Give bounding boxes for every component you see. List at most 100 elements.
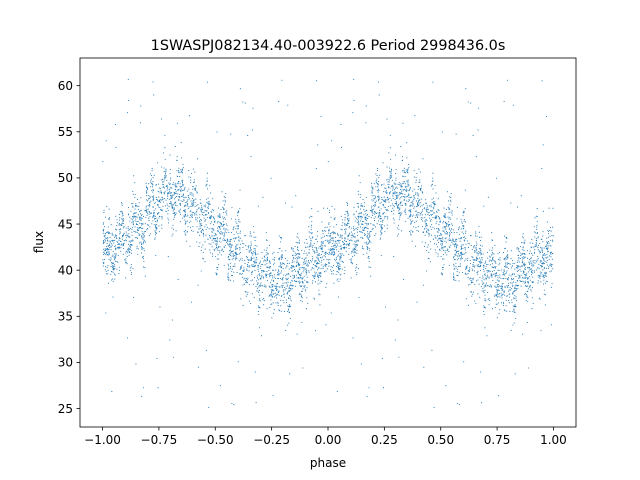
data-point (126, 112, 128, 114)
data-point (278, 274, 280, 276)
data-point (305, 270, 307, 273)
data-point (331, 232, 333, 234)
data-point (275, 288, 277, 290)
data-point (499, 262, 501, 264)
data-point (269, 276, 271, 278)
data-point (324, 245, 327, 247)
data-point (385, 208, 387, 210)
data-point (230, 245, 232, 247)
data-point (152, 216, 154, 218)
data-point (314, 251, 316, 254)
data-point (272, 286, 274, 288)
data-point (132, 296, 135, 298)
data-point (409, 187, 412, 189)
data-point (413, 188, 415, 190)
data-point (499, 259, 501, 261)
data-point (298, 242, 300, 244)
data-point (223, 208, 225, 210)
data-point (108, 243, 111, 245)
data-point (495, 274, 498, 276)
data-point (270, 294, 272, 296)
data-point (417, 217, 419, 219)
data-point (510, 258, 512, 260)
data-point (357, 206, 359, 208)
data-point (106, 205, 108, 207)
data-point (417, 188, 419, 190)
data-point (472, 258, 474, 260)
data-point (242, 270, 244, 272)
data-point (117, 243, 119, 245)
data-point (477, 129, 479, 131)
data-point (239, 252, 241, 254)
data-point (528, 253, 530, 255)
data-point (323, 229, 325, 231)
data-point (522, 333, 524, 335)
data-point (318, 247, 320, 249)
data-point (549, 264, 551, 266)
data-point (476, 257, 478, 259)
data-point (159, 199, 161, 201)
data-point (273, 251, 275, 253)
data-point (549, 252, 552, 254)
data-point (388, 184, 390, 186)
data-point (351, 240, 353, 242)
data-point (208, 406, 210, 409)
data-point (216, 268, 218, 270)
data-point (119, 232, 121, 234)
data-point (499, 309, 501, 311)
data-point (321, 242, 323, 245)
data-point (292, 285, 294, 287)
data-point (516, 300, 518, 302)
data-point (103, 259, 105, 261)
data-point (114, 245, 116, 247)
data-point (496, 303, 498, 305)
data-point (134, 226, 136, 228)
data-point (254, 244, 256, 247)
data-point (368, 236, 370, 238)
data-point (487, 257, 489, 259)
data-point (449, 217, 451, 219)
data-point (332, 249, 335, 251)
data-point (455, 245, 458, 247)
data-point (209, 215, 211, 217)
data-point (228, 268, 230, 270)
data-point (425, 219, 427, 221)
data-point (259, 285, 261, 287)
data-point (343, 243, 345, 245)
data-point (356, 202, 358, 205)
data-point (363, 227, 366, 229)
data-point (309, 232, 311, 234)
data-point (424, 228, 426, 230)
data-point (109, 260, 111, 262)
data-point (125, 237, 127, 239)
data-point (442, 266, 444, 269)
data-point (139, 217, 141, 219)
data-point (493, 269, 495, 272)
data-point (248, 250, 250, 252)
data-point (312, 249, 314, 251)
data-point (374, 201, 376, 203)
data-point (407, 168, 409, 170)
data-point (127, 337, 129, 339)
data-point (515, 296, 517, 298)
data-point (163, 181, 165, 183)
data-point (517, 261, 519, 263)
data-point (316, 256, 318, 258)
data-point (444, 215, 446, 217)
data-point (352, 112, 354, 114)
data-point (118, 266, 120, 268)
data-point (259, 294, 261, 296)
data-point (440, 248, 442, 250)
data-point (436, 211, 438, 213)
data-point (381, 229, 383, 231)
data-point (417, 193, 420, 195)
data-point (475, 249, 477, 251)
data-point (188, 197, 190, 199)
data-point (433, 208, 435, 210)
data-point (329, 235, 331, 237)
data-point (107, 245, 109, 247)
data-point (199, 234, 201, 236)
data-point (174, 197, 176, 199)
data-point (367, 239, 370, 241)
data-point (409, 232, 412, 234)
